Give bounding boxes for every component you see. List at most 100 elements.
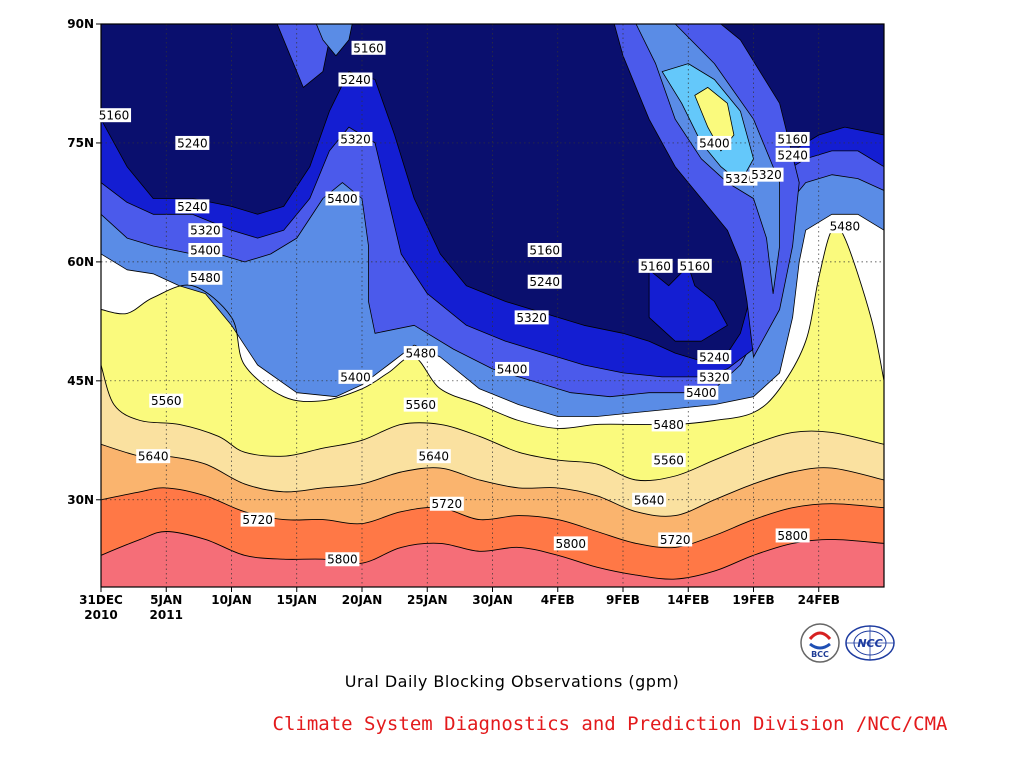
contour-label-value: 5480 xyxy=(830,220,861,234)
contour-label-box xyxy=(658,532,693,547)
contour-label-box xyxy=(338,131,373,146)
contour-label-box xyxy=(338,369,373,384)
contour-label-value: 5240 xyxy=(777,148,808,162)
contour-label-value: 5320 xyxy=(699,370,730,384)
contour-label-value: 5480 xyxy=(190,271,221,285)
contour-label-box xyxy=(651,453,686,468)
contour-label-box xyxy=(429,496,464,511)
grid xyxy=(101,24,884,587)
x-tick-label: 14FEB xyxy=(667,593,709,607)
contour-label-value: 5560 xyxy=(151,394,182,408)
contour-label-value: 5160 xyxy=(680,259,711,273)
contour-line-layer xyxy=(101,225,884,580)
contour-label-value: 5240 xyxy=(699,351,730,365)
contour-label: 5160 xyxy=(527,242,562,257)
contour-label: 5480 xyxy=(403,346,438,361)
contour-label: 5560 xyxy=(403,397,438,412)
contour-label-box xyxy=(527,274,562,289)
contour-label: 5640 xyxy=(416,449,451,464)
contour-blob-5320 xyxy=(635,24,780,294)
contour-label-value: 5240 xyxy=(340,73,371,87)
contour-label: 5320 xyxy=(749,167,784,182)
contour-label: 5240 xyxy=(775,147,810,162)
contour-label-box xyxy=(697,135,732,150)
contour-label: 5800 xyxy=(325,552,360,567)
contour-label: 5560 xyxy=(651,453,686,468)
contour-label-box xyxy=(97,108,132,123)
contour-blob-5320 xyxy=(315,24,353,57)
contour-label-value: 5320 xyxy=(516,311,547,325)
contour-label-box xyxy=(775,131,810,146)
contour-label-box xyxy=(149,393,184,408)
contour-label: 5160 xyxy=(638,258,673,273)
contour-label: 5400 xyxy=(684,385,719,400)
contour-line-5480 xyxy=(101,225,884,429)
contour-label-box xyxy=(325,552,360,567)
contour-label-value: 5400 xyxy=(340,370,371,384)
contour-label-box xyxy=(403,397,438,412)
contour-label-value: 5160 xyxy=(529,243,560,257)
contour-label-value: 5400 xyxy=(327,192,358,206)
x-tick-label: 5JAN xyxy=(150,593,182,607)
contour-label-value: 5240 xyxy=(177,200,208,214)
contour-label-box xyxy=(175,135,210,150)
x-tick-label: 15JAN xyxy=(277,593,318,607)
contour-label-value: 5400 xyxy=(190,243,221,257)
x-tick-label: 19FEB xyxy=(732,593,774,607)
contour-label-value: 5320 xyxy=(725,172,756,186)
x-tick-year: 2010 xyxy=(84,608,117,622)
contour-label-value: 5480 xyxy=(405,347,436,361)
contour-labels: 5160 5240 5240 5320 5400 5480 5560 5640 5720 5800… xyxy=(97,40,862,567)
contour-label-value: 5240 xyxy=(529,275,560,289)
ncc-logo: NCC xyxy=(845,625,895,661)
contour-label-box xyxy=(827,219,862,234)
x-tick-label: 25JAN xyxy=(407,593,448,607)
contour-line-5560 xyxy=(101,364,884,482)
contour-label-box xyxy=(188,242,223,257)
x-tick-label: 9FEB xyxy=(606,593,640,607)
contour-label-value: 5640 xyxy=(634,493,665,507)
credit-line: Climate System Diagnostics and Predictio… xyxy=(272,713,948,735)
contour-label: 5320 xyxy=(188,223,223,238)
contour-label-box xyxy=(188,223,223,238)
contour-label: 5400 xyxy=(697,135,732,150)
contour-label-box xyxy=(416,449,451,464)
contour-label: 5320 xyxy=(697,369,732,384)
contour-label: 5560 xyxy=(149,393,184,408)
contour-label: 5720 xyxy=(240,512,275,527)
contour-label-box xyxy=(697,369,732,384)
contour-label-value: 5640 xyxy=(419,450,450,464)
contour-label-box xyxy=(775,528,810,543)
contour-label-value: 5400 xyxy=(686,386,717,400)
contour-label: 5720 xyxy=(429,496,464,511)
contour-label: 5240 xyxy=(338,72,373,87)
contour-line-5720 xyxy=(101,487,884,549)
contour-label-value: 5560 xyxy=(405,398,436,412)
contour-label-value: 5720 xyxy=(660,533,691,547)
contour-label-box xyxy=(136,449,171,464)
x-tick-label: 4FEB xyxy=(541,593,575,607)
contour-label: 5240 xyxy=(175,199,210,214)
contour-label-value: 5800 xyxy=(777,529,808,543)
contour-label: 5640 xyxy=(632,492,667,507)
contour-label: 5400 xyxy=(495,361,530,376)
contour-label-box xyxy=(514,310,549,325)
contour-label: 5320 xyxy=(723,171,758,186)
contour-label-value: 5720 xyxy=(432,497,463,511)
y-tick-label: 30N xyxy=(67,493,94,507)
contour-blob-5240 xyxy=(613,24,800,358)
contour-label: 5480 xyxy=(651,417,686,432)
bcc-logo: BCC xyxy=(800,623,840,663)
ncc-logo-text: NCC xyxy=(857,637,882,650)
chart-title: Ural Daily Blocking Observations (gpm) xyxy=(344,672,680,691)
y-tick-label: 45N xyxy=(67,374,94,388)
contour-label: 5160 xyxy=(97,108,132,123)
contour-label-box xyxy=(638,258,673,273)
contour-label-box xyxy=(632,492,667,507)
contour-label-value: 5160 xyxy=(99,109,130,123)
contour-label-value: 5400 xyxy=(699,136,730,150)
contour-line-5640 xyxy=(101,443,884,517)
contour-label-box xyxy=(553,536,588,551)
contour-label-box xyxy=(240,512,275,527)
contour-label-value: 5560 xyxy=(653,454,684,468)
